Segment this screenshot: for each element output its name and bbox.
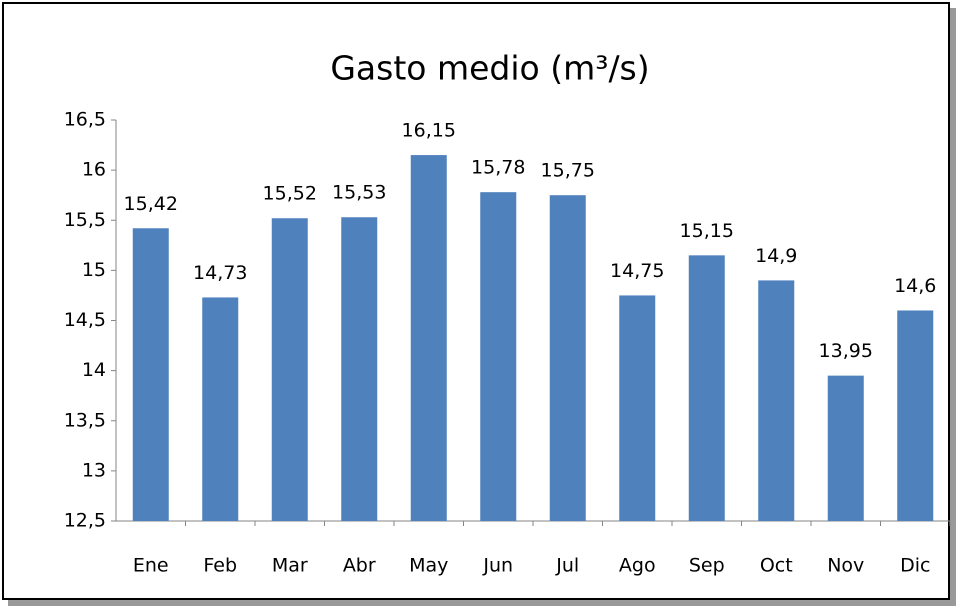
x-tick-label: Jul bbox=[555, 555, 579, 577]
y-tick-label: 15 bbox=[82, 259, 106, 281]
x-tick-label: Sep bbox=[689, 555, 725, 577]
bar bbox=[271, 218, 308, 521]
y-tick-label: 16,5 bbox=[64, 109, 106, 131]
data-label: 15,42 bbox=[124, 193, 178, 215]
x-tick-label: Dic bbox=[900, 555, 930, 577]
data-label: 13,95 bbox=[819, 340, 873, 362]
bar bbox=[132, 228, 169, 521]
bar bbox=[758, 280, 795, 521]
y-tick-label: 13 bbox=[82, 459, 106, 481]
y-tick-label: 16 bbox=[82, 159, 106, 181]
data-label: 14,9 bbox=[755, 245, 797, 267]
x-tick-label: Mar bbox=[272, 555, 308, 577]
y-tick-label: 14,5 bbox=[64, 309, 106, 331]
x-tick-label: Oct bbox=[760, 555, 793, 577]
x-tick-label: Feb bbox=[203, 555, 237, 577]
bar bbox=[688, 255, 725, 521]
bar bbox=[897, 310, 934, 521]
y-tick-label: 13,5 bbox=[64, 409, 106, 431]
y-tick-label: 12,5 bbox=[64, 510, 106, 532]
y-tick-label: 14 bbox=[82, 359, 106, 381]
x-tick-label: May bbox=[409, 555, 448, 577]
x-tick-label: Nov bbox=[827, 555, 864, 577]
bar bbox=[202, 297, 239, 521]
x-tick-label: Ene bbox=[133, 555, 169, 577]
data-label: 15,78 bbox=[471, 157, 525, 179]
data-label: 15,53 bbox=[332, 182, 386, 204]
bar bbox=[549, 195, 586, 521]
data-label: 14,73 bbox=[193, 262, 247, 284]
y-tick-label: 15,5 bbox=[64, 209, 106, 231]
x-tick-label: Jun bbox=[482, 555, 513, 577]
data-label: 14,6 bbox=[894, 275, 936, 297]
chart-title: Gasto medio (m³/s) bbox=[330, 49, 649, 88]
bar bbox=[480, 192, 517, 521]
bar bbox=[827, 375, 864, 521]
bar bbox=[410, 155, 447, 521]
data-label: 15,75 bbox=[541, 160, 595, 182]
bar bbox=[619, 295, 656, 521]
data-label: 16,15 bbox=[402, 120, 456, 142]
x-tick-label: Abr bbox=[343, 555, 376, 577]
bar bbox=[341, 217, 378, 521]
data-label: 14,75 bbox=[610, 260, 664, 282]
data-label: 15,15 bbox=[680, 220, 734, 242]
x-tick-label: Ago bbox=[619, 555, 656, 577]
data-label: 15,52 bbox=[263, 183, 317, 205]
